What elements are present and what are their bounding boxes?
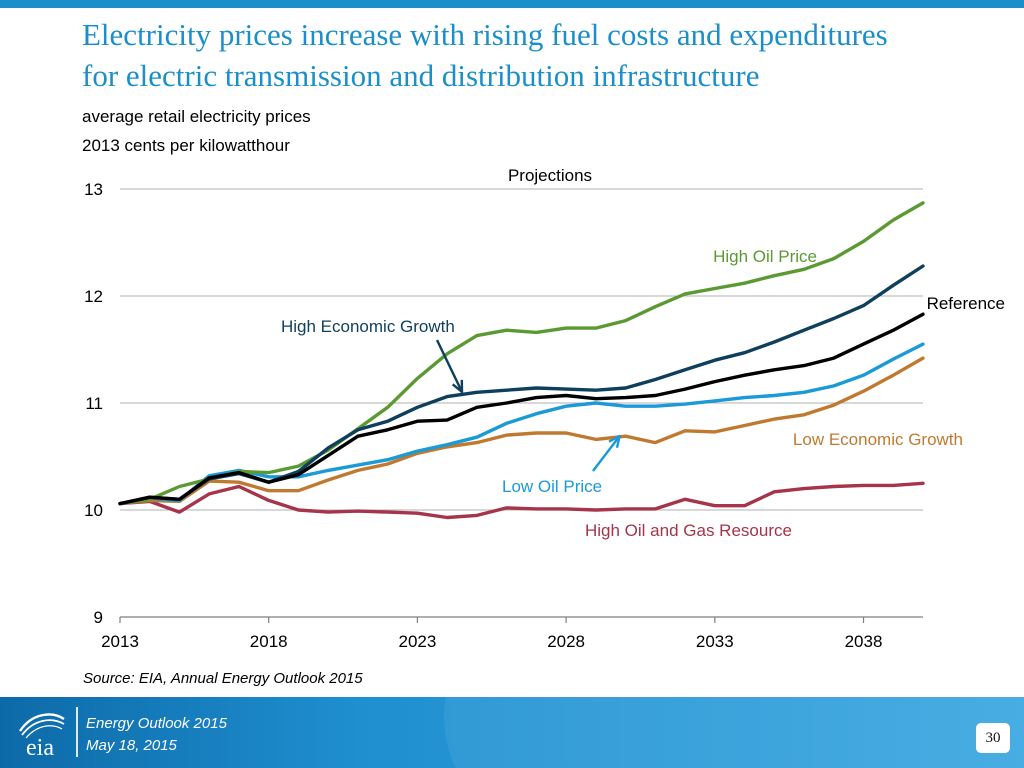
x-tick-label: 2033 xyxy=(696,632,734,651)
y-tick-label: 10 xyxy=(84,501,103,520)
x-tick-label: 2018 xyxy=(250,632,288,651)
series-label-high-oil-price: High Oil Price xyxy=(713,247,817,266)
series-label-low-oil-price: Low Oil Price xyxy=(502,477,602,496)
series-line-reference xyxy=(118,312,925,506)
projections-label: Projections xyxy=(508,166,592,185)
series-line-high-oil-gas-resource xyxy=(118,481,925,520)
y-tick-label: 13 xyxy=(84,180,103,199)
arrow-high-economic-growth-head xyxy=(451,379,464,394)
series-line-high-oil-price xyxy=(118,201,925,506)
x-tick-label: 2038 xyxy=(845,632,883,651)
footer-date: May 18, 2015 xyxy=(86,737,177,754)
axis-layer: 9 10 11 12 13 2013 2018 2023 2028 2033 2038 xyxy=(84,180,923,651)
x-tick-label: 2013 xyxy=(101,632,139,651)
footer-divider xyxy=(76,707,78,757)
arrow-high-economic-growth-shaft xyxy=(435,339,464,393)
annotation-layer: High Oil Price High Economic Growth Refere… xyxy=(281,247,1005,540)
footer-event-name: Energy Outlook 2015 xyxy=(86,715,227,732)
grid-layer xyxy=(120,188,923,511)
x-tick-label: 2023 xyxy=(398,632,436,651)
line-chart: 9 10 11 12 13 2013 2018 2023 2028 2033 2038 High O… xyxy=(84,166,1005,651)
series-label-high-oil-gas-resource: High Oil and Gas Resource xyxy=(585,521,792,540)
slide-title: Electricity prices increase with rising … xyxy=(82,14,1002,96)
series-layer xyxy=(118,201,925,520)
series-label-reference: Reference xyxy=(927,294,1005,313)
chart-subtitle: average retail electricity prices xyxy=(82,107,311,126)
source-note: Source: EIA, Annual Energy Outlook 2015 xyxy=(83,670,363,687)
logo-text: eia xyxy=(26,735,54,760)
page-number: 30 xyxy=(976,723,1010,753)
series-line-high-economic-growth xyxy=(118,264,925,506)
slide-title-line-1: Electricity prices increase with rising … xyxy=(82,17,888,52)
series-line-low-economic-growth xyxy=(118,356,925,506)
chart-units: 2013 cents per kilowatthour xyxy=(82,136,290,155)
x-tick-label: 2028 xyxy=(547,632,585,651)
y-tick-label: 9 xyxy=(94,608,103,627)
series-label-high-economic-growth: High Economic Growth xyxy=(281,317,455,336)
arrow-low-oil-price-head xyxy=(608,434,621,449)
top-accent-band xyxy=(0,0,1024,8)
footer-bar: eia Energy Outlook 2015 May 18, 2015 30 xyxy=(0,697,1024,768)
y-tick-label: 12 xyxy=(84,287,103,306)
y-tick-label: 11 xyxy=(85,394,103,413)
series-label-low-economic-growth: Low Economic Growth xyxy=(793,430,963,449)
arrow-low-oil-price-shaft xyxy=(592,435,621,472)
eia-logo: eia xyxy=(19,713,65,760)
slide-title-line-2: for electric transmission and distributi… xyxy=(82,58,760,93)
